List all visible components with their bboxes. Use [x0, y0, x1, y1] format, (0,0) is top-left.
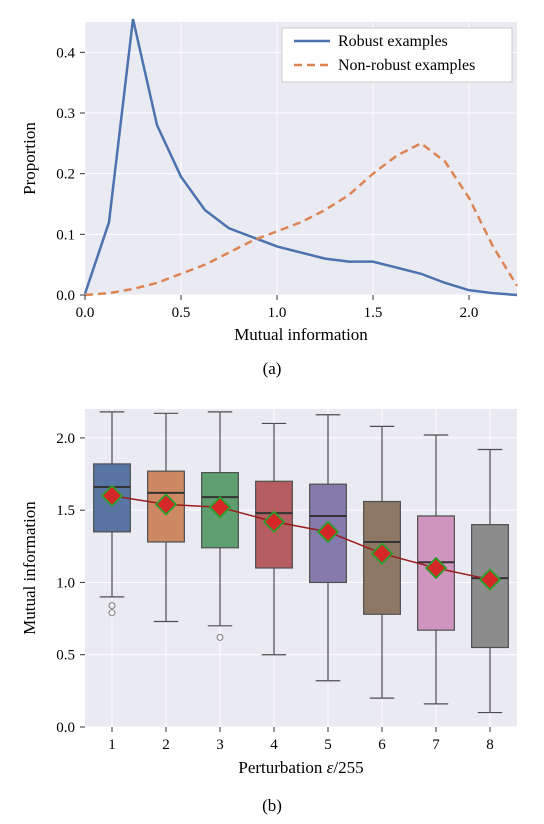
svg-text:2.0: 2.0 — [56, 431, 75, 447]
svg-text:Mutual information: Mutual information — [20, 501, 39, 635]
chart-b-wrap: 1 2 3 4 5 6 7 8 0.0 0.5 1.0 1.5 2.0 Perturbation ε/25… — [0, 387, 544, 792]
chart-b: 1 2 3 4 5 6 7 8 0.0 0.5 1.0 1.5 2.0 Perturbation ε/25… — [15, 397, 529, 787]
svg-text:8: 8 — [486, 737, 494, 753]
svg-text:1.5: 1.5 — [56, 503, 75, 519]
svg-text:1: 1 — [108, 737, 116, 753]
figure-container: 0.0 0.5 1.0 1.5 2.0 0.0 0.1 0.2 0.3 0.4 Mutual inf… — [0, 0, 544, 824]
svg-text:0.0: 0.0 — [56, 288, 75, 304]
svg-text:0.2: 0.2 — [56, 167, 75, 183]
svg-text:6: 6 — [378, 737, 386, 753]
svg-text:2: 2 — [162, 737, 170, 753]
svg-text:Non-robust examples: Non-robust examples — [338, 57, 475, 74]
svg-text:0.4: 0.4 — [56, 45, 75, 61]
svg-text:1.0: 1.0 — [56, 575, 75, 591]
svg-text:5: 5 — [324, 737, 332, 753]
svg-text:1.5: 1.5 — [364, 305, 383, 321]
chart-a: 0.0 0.5 1.0 1.5 2.0 0.0 0.1 0.2 0.3 0.4 Mutual inf… — [15, 10, 529, 350]
svg-text:Proportion: Proportion — [20, 122, 39, 195]
svg-text:7: 7 — [432, 737, 440, 753]
svg-text:2.0: 2.0 — [460, 305, 479, 321]
svg-text:0.0: 0.0 — [76, 305, 95, 321]
svg-text:1.0: 1.0 — [268, 305, 287, 321]
chart-a-caption: (a) — [0, 355, 544, 387]
svg-text:3: 3 — [216, 737, 224, 753]
svg-text:4: 4 — [270, 737, 278, 753]
chart-b-caption: (b) — [0, 792, 544, 824]
svg-text:Robust examples: Robust examples — [338, 33, 448, 50]
chart-a-wrap: 0.0 0.5 1.0 1.5 2.0 0.0 0.1 0.2 0.3 0.4 Mutual inf… — [0, 0, 544, 355]
svg-text:Mutual information: Mutual information — [234, 325, 368, 344]
svg-text:0.1: 0.1 — [56, 227, 75, 243]
svg-text:0.3: 0.3 — [56, 106, 75, 122]
svg-text:0.5: 0.5 — [56, 648, 75, 664]
svg-text:0.0: 0.0 — [56, 720, 75, 736]
svg-text:0.5: 0.5 — [172, 305, 191, 321]
svg-text:Perturbation ε/255: Perturbation ε/255 — [238, 758, 363, 777]
